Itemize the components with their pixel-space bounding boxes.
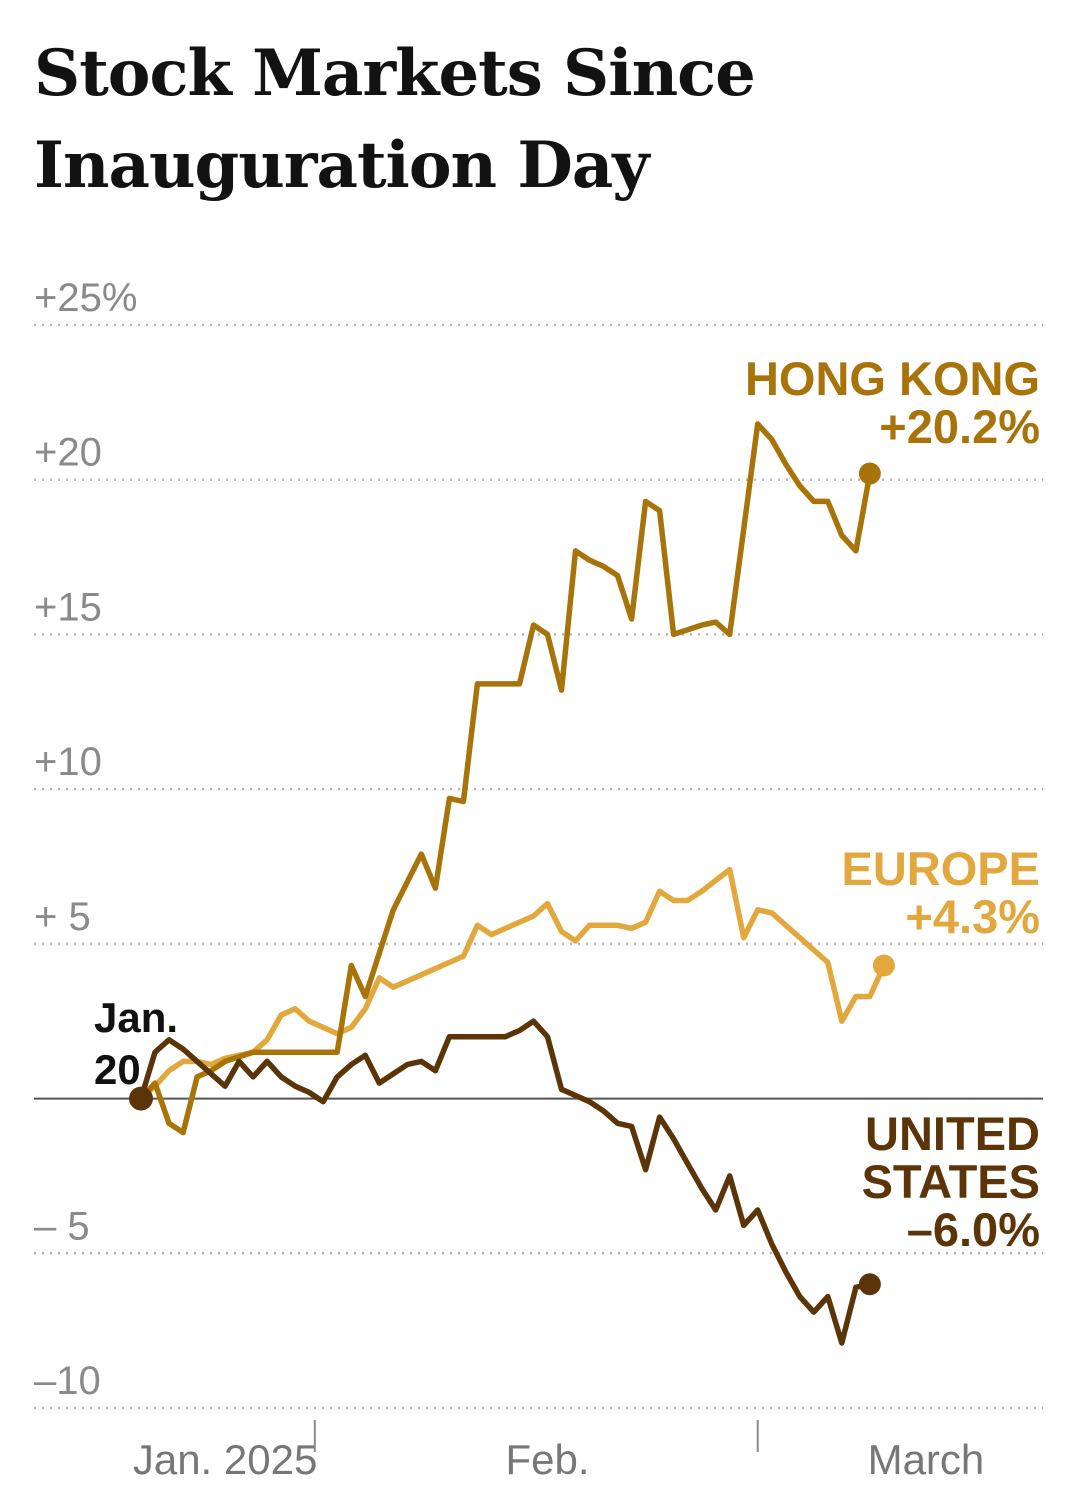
x-axis: Jan. 2025 Feb. March (133, 1420, 984, 1483)
series-lines (138, 421, 887, 1346)
y-axis-ticks: +25% +20 +15 +10 + 5 – 5 –10 (34, 276, 137, 1403)
y-tick-label: +10 (34, 740, 102, 784)
series-label-europe: EUROPE (842, 842, 1041, 895)
start-date-label: 20 (94, 1046, 141, 1093)
end-marker-hong-kong (858, 462, 881, 485)
title-line-2: Inauguration Day (34, 128, 649, 203)
series-label-united-states: UNITED (865, 1107, 1040, 1160)
chart-title: Stock Markets Since Inauguration Day (34, 28, 1034, 212)
y-tick-label: – 5 (34, 1204, 90, 1248)
series-label-united-states: –6.0% (907, 1203, 1040, 1256)
end-marker-united-states (858, 1273, 881, 1296)
series-line-europe (138, 866, 887, 1102)
y-tick-label: +25% (34, 276, 137, 320)
series-line-united-states (138, 1018, 873, 1346)
series-labels: HONG KONG+20.2% EUROPE+4.3% UNITEDSTATES–6… (741, 348, 1044, 1260)
start-date-label: Jan. (94, 994, 178, 1041)
y-tick-label: +20 (34, 431, 102, 475)
series-label-hong-kong: +20.2% (879, 400, 1040, 453)
series-label-europe: +4.3% (905, 890, 1040, 943)
y-tick-label: + 5 (34, 895, 91, 939)
series-label-hong-kong: HONG KONG (745, 352, 1040, 405)
title-line-1: Stock Markets Since (34, 36, 756, 111)
start-marker (129, 1086, 153, 1111)
series-label-united-states: STATES (862, 1155, 1040, 1208)
end-marker-europe (872, 954, 895, 977)
series-line-hong-kong (138, 421, 873, 1136)
x-tick-label: Feb. (505, 1436, 589, 1483)
start-label: Jan. 20 (90, 990, 182, 1097)
y-tick-label: +15 (34, 585, 102, 629)
grid-lines (34, 323, 1043, 1410)
x-tick-label: Jan. 2025 (133, 1436, 318, 1483)
y-tick-label: –10 (34, 1359, 101, 1403)
x-tick-label: March (868, 1436, 985, 1483)
series-markers (129, 462, 895, 1296)
